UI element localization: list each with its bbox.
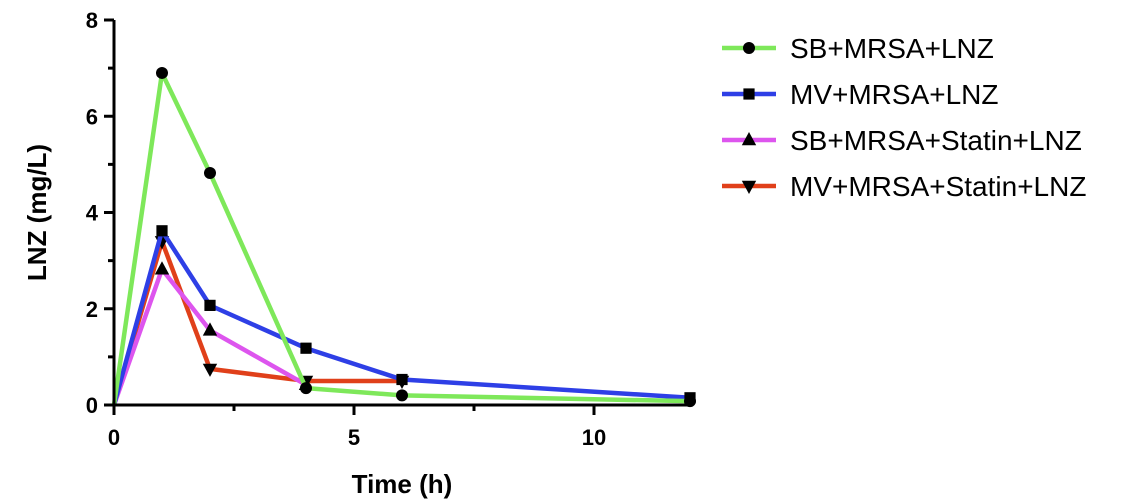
series-line bbox=[111, 70, 691, 406]
y-tick-label: 6 bbox=[86, 104, 98, 129]
legend-item: SB+MRSA+Statin+LNZ bbox=[722, 125, 1082, 156]
x-tick-label: 0 bbox=[108, 425, 120, 450]
y-tick-label: 4 bbox=[86, 201, 99, 226]
legend-item: MV+MRSA+LNZ bbox=[722, 79, 999, 110]
y-axis-title: LNZ (mg/L) bbox=[22, 144, 52, 281]
legend-marker bbox=[743, 42, 755, 54]
series-MV+MRSA+LNZ bbox=[111, 225, 696, 406]
data-point bbox=[204, 167, 216, 180]
y-tick-label: 8 bbox=[86, 8, 98, 33]
data-point bbox=[300, 382, 312, 395]
legend-item: MV+MRSA+Statin+LNZ bbox=[722, 171, 1086, 202]
y-tick-label: 2 bbox=[86, 297, 98, 322]
legend-label: SB+MRSA+LNZ bbox=[790, 33, 994, 64]
legend-item: SB+MRSA+LNZ bbox=[722, 33, 994, 64]
legend-label: MV+MRSA+Statin+LNZ bbox=[790, 171, 1086, 202]
series-layer bbox=[111, 66, 696, 408]
legend-label: SB+MRSA+Statin+LNZ bbox=[790, 125, 1082, 156]
data-point bbox=[156, 66, 168, 79]
series-SB+MRSA+LNZ bbox=[111, 66, 696, 408]
x-tick-label: 5 bbox=[348, 425, 360, 450]
ticks: 0 2 4 6 8 0 5 10 bbox=[86, 8, 606, 450]
x-tick-label: 10 bbox=[582, 425, 606, 450]
y-tick-label: 0 bbox=[86, 393, 98, 418]
data-point bbox=[154, 261, 170, 275]
legend-marker bbox=[741, 132, 757, 146]
legend-label: MV+MRSA+LNZ bbox=[790, 79, 999, 110]
legend-marker bbox=[743, 88, 755, 100]
data-point bbox=[300, 342, 312, 354]
data-point bbox=[156, 225, 168, 237]
series-line bbox=[111, 267, 308, 406]
legend-marker bbox=[741, 180, 757, 194]
data-point bbox=[202, 322, 218, 336]
series-line bbox=[111, 228, 691, 406]
series-line bbox=[111, 239, 402, 406]
data-point bbox=[202, 363, 218, 377]
data-point bbox=[204, 299, 216, 311]
data-point bbox=[396, 389, 408, 402]
x-axis-title: Time (h) bbox=[352, 469, 453, 499]
data-point bbox=[396, 373, 408, 386]
legend: SB+MRSA+LNZ MV+MRSA+LNZ SB+MRSA+Statin+LNZ… bbox=[722, 33, 1086, 202]
series-MV+MRSA+Statin+LNZ bbox=[111, 236, 410, 406]
